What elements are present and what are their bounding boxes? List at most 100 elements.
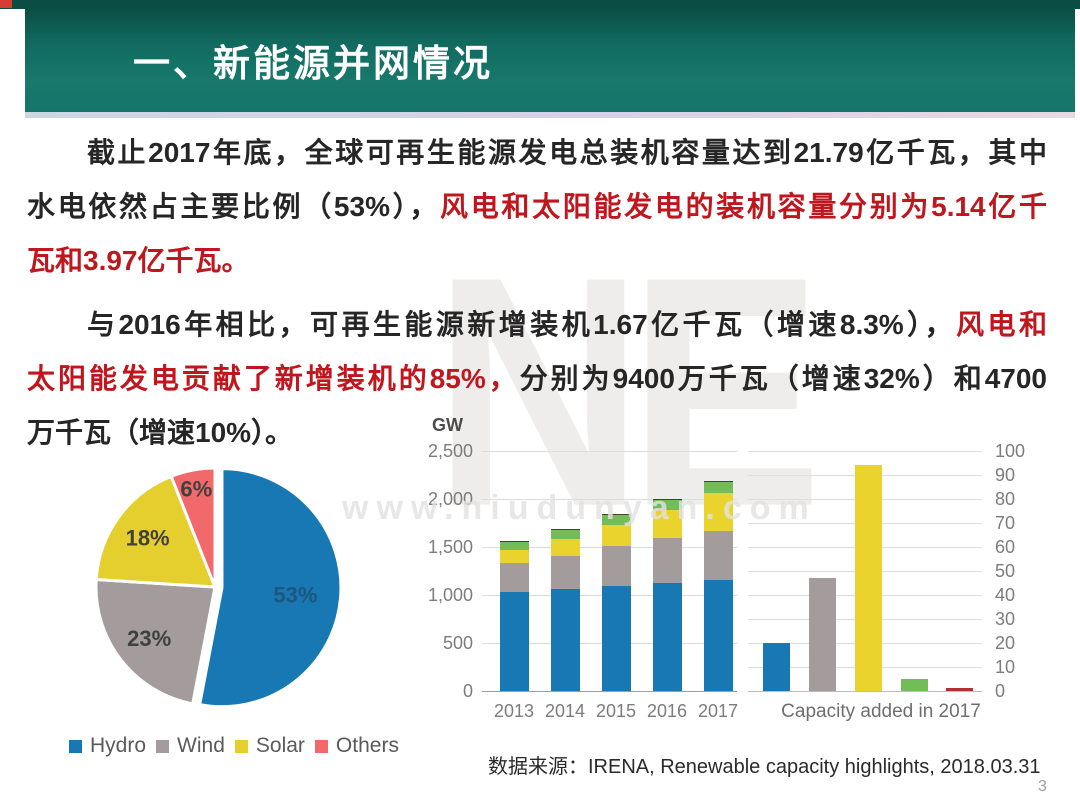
legend-item-others: Others: [314, 734, 399, 758]
y-axis-title: GW: [432, 415, 463, 435]
x-axis-category: 2013: [493, 701, 535, 721]
axis-tick-label: 1,000: [427, 585, 473, 605]
gridline: [748, 691, 982, 692]
legend-item-wind: Wind: [156, 734, 225, 758]
pie-slice-others: [169, 466, 217, 589]
axis-tick-label: 60: [995, 537, 1016, 557]
pie-slice-label: 53%: [273, 582, 317, 607]
added-bar-others: [946, 687, 973, 691]
bar-segment-geothermal-and-other: [550, 529, 580, 531]
pie-svg: 53% 23% 18% 6%: [94, 466, 343, 709]
legend-label: Others: [335, 734, 399, 757]
bar-segment-bioenergy: [550, 530, 580, 539]
gridline: [482, 499, 737, 500]
page-number: 3: [1038, 778, 1047, 795]
legend-label: Solar: [255, 734, 305, 757]
pie-slice-wind: [94, 578, 217, 706]
watermark-logo: NE: [433, 208, 823, 575]
added-bar-solar: [854, 465, 882, 691]
pie-legend: Hydro Wind Solar Others: [69, 734, 399, 758]
axis-tick-label: 100: [995, 441, 1026, 461]
paragraph: 截止2017年底，全球可再生能源发电总装机容量达到21.79亿千瓦，其中水电依然…: [27, 126, 1047, 288]
banner-underline: [25, 112, 1075, 118]
text-line: 截止2017年底，全球可再生能源发电总装机容量达到21.79亿千瓦，其中: [27, 126, 1047, 180]
axis-tick-label: 2,000: [427, 489, 473, 509]
header-top-strip: [0, 0, 1080, 9]
legend-swatch: [314, 739, 328, 753]
text-segment: 水电依然占主要比例（53%），: [27, 191, 441, 222]
bar-chart: GW 0 500 1,000 1,500 2,000 2,500 0 10 20 30 40 50 60 7…: [420, 400, 1080, 735]
x-axis-category: 2016: [646, 701, 688, 721]
gridline: [482, 451, 737, 452]
bar-segment-hydro: [652, 582, 682, 691]
axis-tick-label: 500: [442, 633, 473, 653]
corner-artifact: [0, 0, 12, 8]
axis-tick-label: 40: [995, 585, 1016, 605]
legend-label: Wind: [177, 734, 225, 757]
pie-slice-hydro: [198, 467, 343, 709]
bar-segment-hydro: [499, 592, 529, 691]
text-line: 万千瓦（增速10%）。: [27, 406, 1047, 460]
x-axis-category: 2017: [697, 701, 739, 721]
axis-tick-label: 80: [995, 489, 1016, 509]
axis-tick-label: 10: [995, 657, 1016, 677]
legend-swatch: [234, 739, 248, 753]
bar-segment-geothermal-and-other: [703, 481, 733, 483]
x-axis-category: 2015: [595, 701, 637, 721]
legend-label: Hydro: [90, 734, 147, 757]
body-text: 截止2017年底，全球可再生能源发电总装机容量达到21.79亿千瓦，其中水电依然…: [27, 126, 1047, 460]
text-segment: 瓦和3.97亿千瓦。: [27, 245, 250, 276]
bar-segment-bioenergy: [601, 515, 631, 525]
source-note: 数据来源：IRENA, Renewable capacity highlight…: [488, 756, 1041, 778]
legend-swatch: [156, 739, 170, 753]
bar-segment-solar: [703, 492, 733, 532]
text-segment: 与2016年相比，可再生能源新增装机1.67亿千瓦（增速8.3%），: [87, 309, 957, 340]
legend-item-solar: Solar: [234, 734, 305, 758]
bar-segment-geothermal-and-other: [601, 514, 631, 516]
pie-slice-label: 23%: [127, 626, 171, 651]
text-segment: 风电和: [956, 309, 1047, 340]
text-segment: 万千瓦（增速10%）。: [27, 417, 294, 448]
legend-swatch: [69, 739, 82, 753]
x-axis-category: 2014: [544, 701, 586, 721]
bar-segment-geothermal-and-other: [652, 498, 682, 500]
axis-tick-label: 1,500: [427, 537, 473, 557]
bar-segment-solar: [499, 550, 529, 564]
watermark-url: www.niudunyan.com: [342, 489, 817, 527]
added-bar-hydro: [762, 643, 790, 691]
text-line: 太阳能发电贡献了新增装机的85%，分别为9400万千瓦（增速32%）和4700: [27, 352, 1047, 406]
text-segment: 太阳能发电贡献了新增装机的85%，: [27, 363, 520, 394]
bar-segment-geothermal-and-other: [499, 541, 529, 543]
title-banner: 一、新能源并网情况: [25, 8, 1075, 112]
added-bar-wind: [808, 578, 836, 691]
text-segment: 风电和太阳能发电的装机容量分别为5.14亿千: [440, 191, 1047, 222]
text-line: 水电依然占主要比例（53%），风电和太阳能发电的装机容量分别为5.14亿千: [27, 180, 1047, 234]
bar-segment-wind: [550, 555, 580, 590]
bar-segment-hydro: [703, 580, 733, 691]
text-segment: 截止2017年底，全球可再生能源发电总装机容量达到21.79亿千瓦，其中: [87, 137, 1047, 168]
bar-segment-bioenergy: [652, 499, 682, 510]
bar-segment-wind: [652, 537, 682, 583]
axis-tick-label: 70: [995, 513, 1016, 533]
pie-slice-label: 18%: [126, 526, 170, 551]
axis-tick-label: 50: [995, 561, 1016, 581]
bar-segment-solar: [550, 538, 580, 556]
text-segment: 分别为9400万千瓦（增速32%）和4700: [519, 363, 1047, 394]
pie-chart: 53% 23% 18% 6% Hydro Wind Solar Others: [60, 440, 405, 775]
bar-segment-wind: [703, 531, 733, 581]
legend-item-hydro: Hydro: [69, 734, 146, 758]
text-line: 与2016年相比，可再生能源新增装机1.67亿千瓦（增速8.3%），风电和: [27, 298, 1047, 352]
bar-segment-wind: [499, 563, 529, 593]
bar-segment-solar: [601, 524, 631, 546]
text-line: 瓦和3.97亿千瓦。: [27, 234, 1047, 288]
bar-segment-bioenergy: [499, 542, 529, 551]
pie-slice-label: 6%: [180, 477, 212, 502]
gridline: [748, 451, 982, 452]
slide-title: 一、新能源并网情况: [133, 43, 493, 84]
gridline: [482, 691, 737, 692]
axis-tick-label: 2,500: [427, 441, 473, 461]
axis-tick-label: 0: [995, 681, 1006, 701]
paragraph: 与2016年相比，可再生能源新增装机1.67亿千瓦（增速8.3%），风电和 太阳能…: [27, 298, 1047, 460]
bar-segment-hydro: [550, 589, 580, 691]
